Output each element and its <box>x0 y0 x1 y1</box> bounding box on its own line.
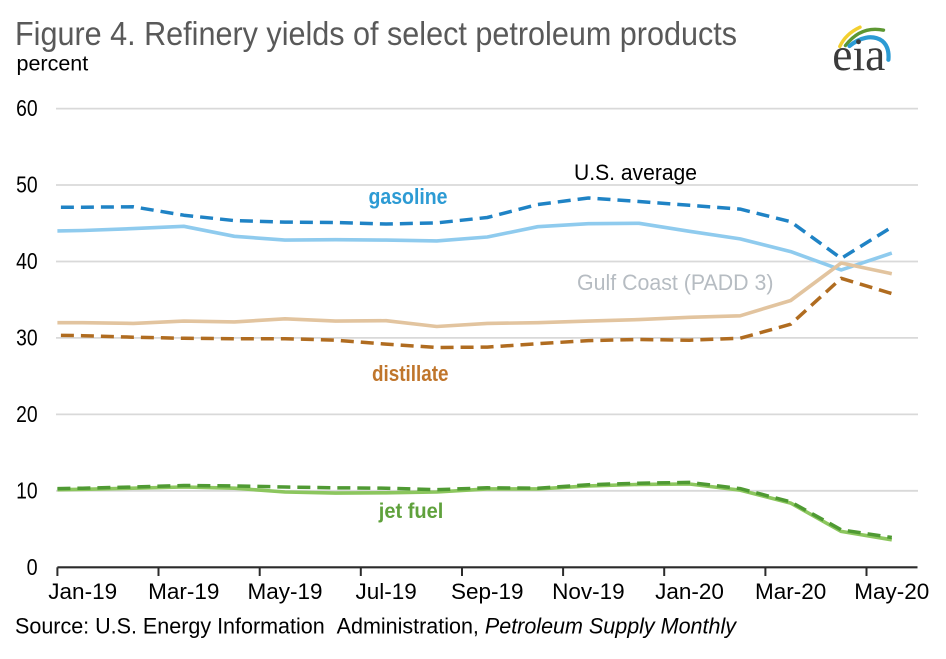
svg-text:Jan-19: Jan-19 <box>48 579 117 604</box>
svg-text:Mar-19: Mar-19 <box>148 579 219 604</box>
svg-text:Mar-20: Mar-20 <box>755 579 826 604</box>
svg-text:Gulf Coast (PADD 3): Gulf Coast (PADD 3) <box>577 270 774 295</box>
svg-text:40: 40 <box>16 248 38 274</box>
svg-text:10: 10 <box>16 477 38 503</box>
svg-text:Jul-19: Jul-19 <box>355 579 416 604</box>
svg-text:Nov-19: Nov-19 <box>552 579 625 604</box>
svg-text:May-19: May-19 <box>247 579 322 604</box>
svg-text:May-20: May-20 <box>854 579 929 604</box>
svg-text:percent: percent <box>17 52 89 76</box>
svg-text:Source: U.S. Energy Informatio: Source: U.S. Energy Information Administ… <box>15 613 738 638</box>
svg-text:gasoline: gasoline <box>369 184 448 209</box>
svg-text:20: 20 <box>16 401 38 427</box>
svg-text:eia: eia <box>832 29 885 81</box>
svg-text:U.S. average: U.S. average <box>574 160 697 185</box>
svg-text:distillate: distillate <box>372 361 449 386</box>
svg-text:60: 60 <box>16 95 38 121</box>
svg-text:Jan-20: Jan-20 <box>655 579 724 604</box>
svg-text:30: 30 <box>16 324 38 350</box>
svg-text:50: 50 <box>16 172 38 198</box>
svg-text:jet fuel: jet fuel <box>378 499 443 523</box>
svg-text:Sep-19: Sep-19 <box>451 579 524 604</box>
svg-text:Figure 4. Refinery yields of s: Figure 4. Refinery yields of select petr… <box>15 16 737 53</box>
svg-text:0: 0 <box>27 554 38 580</box>
